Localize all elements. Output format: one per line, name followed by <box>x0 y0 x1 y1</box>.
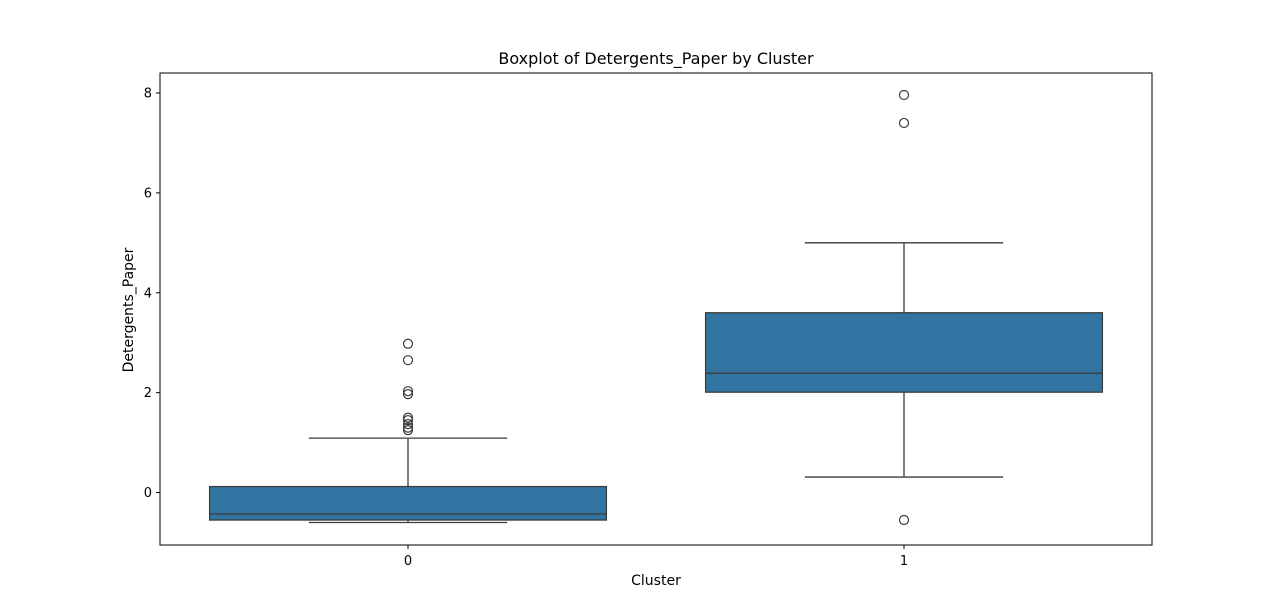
iqr-box <box>208 485 608 521</box>
outlier-point <box>402 419 414 430</box>
iqr-box <box>704 312 1104 393</box>
outlier-point <box>402 386 414 397</box>
box-group-cluster-0 <box>208 338 608 524</box>
outlier-point <box>898 514 910 526</box>
x-tick-label: 0 <box>404 554 412 569</box>
y-tick-label: 2 <box>144 386 152 401</box>
outlier-point <box>402 338 414 349</box>
x-axis-label: Cluster <box>631 573 681 589</box>
outlier-point <box>402 355 414 366</box>
outlier-point <box>402 422 414 433</box>
outlier-point <box>898 117 910 129</box>
chart-title: Boxplot of Detergents_Paper by Cluster <box>498 49 814 69</box>
outlier-point <box>402 425 414 436</box>
y-tick-label: 4 <box>144 286 152 301</box>
y-tick-label: 0 <box>144 486 152 501</box>
outlier-point <box>898 89 910 101</box>
y-axis-label: Detergents_Paper <box>121 247 137 372</box>
box-group-cluster-1 <box>704 89 1104 526</box>
outlier-point <box>402 412 414 423</box>
plot-area: 0 2 4 6 8 0 1 <box>144 86 1104 569</box>
outlier-point <box>402 415 414 426</box>
plot-frame <box>159 72 1153 546</box>
y-tick-label: 8 <box>144 86 152 101</box>
outlier-point <box>402 389 414 400</box>
y-tick-label: 6 <box>144 186 152 201</box>
x-tick-label: 1 <box>900 554 908 569</box>
